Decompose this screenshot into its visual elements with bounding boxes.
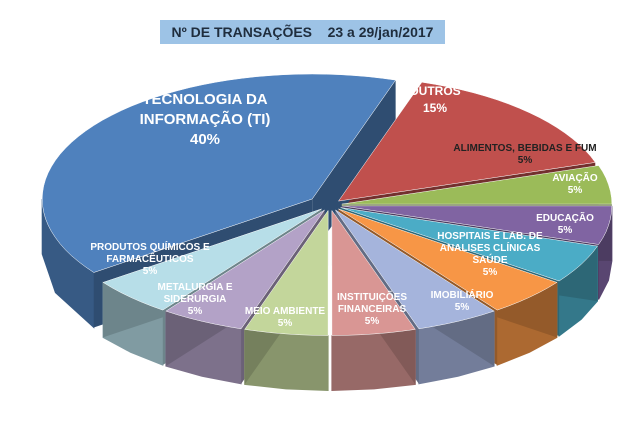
slice-label: OUTROS 15% — [395, 83, 475, 117]
slice-label: MEIO AMBIENTE 5% — [235, 306, 335, 330]
value-label: 5% — [364, 316, 380, 327]
slice — [331, 209, 416, 336]
slice — [338, 208, 558, 311]
slice — [341, 165, 613, 205]
slice — [337, 81, 596, 202]
slice — [102, 208, 322, 311]
slice-label: EDUCAÇÃO 5% — [530, 213, 600, 237]
category-label: HOSPITAIS E LAB. DE ANALISES CLÍNICAS SA… — [437, 231, 543, 266]
slice-label: PRODUTOS QUÍMICOS E FARMACÊUTICOS 5% — [85, 242, 215, 278]
value-label: 5% — [142, 266, 158, 277]
category-label: METALURGIA E SIDERURGIA — [157, 282, 233, 305]
value-label: 15% — [422, 101, 448, 115]
category-label: MEIO AMBIENTE — [244, 306, 326, 317]
category-label: EDUCAÇÃO — [536, 213, 594, 224]
category-label: IMOBILIÁRIO — [430, 290, 494, 301]
slice-label: INSTITUIÇÕES FINANCEIRAS 5% — [332, 292, 412, 328]
chart-title: Nº DE TRANSAÇÕES 23 a 29/jan/2017 — [160, 20, 445, 44]
value-label: 5% — [567, 185, 583, 196]
value-label: 5% — [482, 267, 498, 278]
slice-label: METALURGIA E SIDERURGIA 5% — [155, 282, 235, 318]
value-label: 5% — [557, 225, 573, 236]
category-label: OUTROS — [409, 84, 461, 98]
value-label: 5% — [187, 306, 203, 317]
slice — [244, 209, 329, 336]
value-label: 40% — [189, 131, 221, 148]
category-label: ALIMENTOS, BEBIDAS E FUM — [453, 143, 597, 154]
slice-label: HOSPITAIS E LAB. DE ANALISES CLÍNICAS SA… — [430, 231, 550, 279]
slice-label: IMOBILIÁRIO 5% — [422, 290, 502, 314]
slice — [341, 205, 613, 245]
category-label: TECNOLOGIA DA INFORMAÇÃO (TI) — [139, 91, 271, 128]
value-label: 5% — [517, 155, 533, 166]
category-label: AVIAÇÃO — [552, 173, 598, 184]
slice-label: TECNOLOGIA DA INFORMAÇÃO (TI) 40% — [125, 90, 285, 150]
slice-face — [312, 80, 396, 255]
slice — [340, 207, 598, 282]
category-label: PRODUTOS QUÍMICOS E FARMACÊUTICOS — [90, 242, 210, 265]
category-label: INSTITUIÇÕES FINANCEIRAS — [336, 292, 407, 315]
slice-label: AVIAÇÃO 5% — [545, 173, 605, 197]
slice — [41, 73, 397, 273]
slice-label: ALIMENTOS, BEBIDAS E FUM 5% — [445, 143, 605, 167]
value-label: 5% — [454, 302, 470, 313]
slice — [335, 209, 495, 330]
value-label: 5% — [277, 318, 293, 329]
slice — [165, 209, 325, 330]
